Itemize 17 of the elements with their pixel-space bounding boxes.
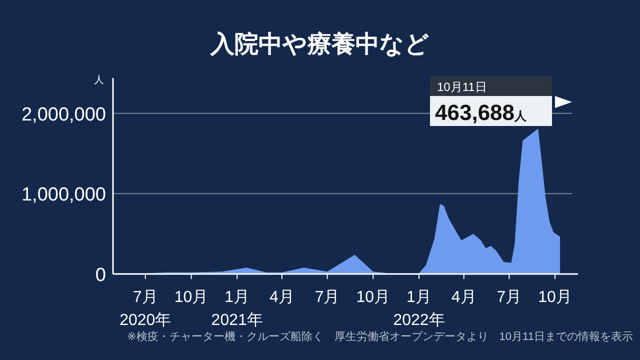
annotation: 10月11日 463,688人 bbox=[435, 80, 528, 125]
x-tick-label: 4月 bbox=[269, 289, 294, 306]
text: ※検疫・チャーター機・クルーズ船除く 厚生労働省オープンデータより 10月11日までの情報を表示 bbox=[127, 330, 633, 343]
x-tick-label: 1月 2022年 bbox=[393, 289, 445, 329]
y-axis-title: 人 bbox=[94, 75, 104, 86]
x-tick-label: 7月 2020年 bbox=[120, 289, 172, 329]
y-tick-label: 0 bbox=[95, 265, 106, 286]
x-tick-label: 7月 bbox=[314, 289, 340, 306]
y-tick-label: 1,000,000 bbox=[21, 184, 106, 206]
x-tick-label: 10月 bbox=[538, 289, 572, 306]
y-tick-label: 2,000,000 bbox=[21, 104, 106, 126]
x-tick-label: 4月 bbox=[451, 289, 476, 306]
x-tick-label: 1月 2021年 bbox=[211, 289, 263, 329]
x-tick-label: 7月 bbox=[496, 289, 522, 306]
chart-title: 入院中や療養中など bbox=[210, 31, 430, 58]
x-tick-label: 10月 bbox=[356, 289, 390, 306]
x-tick-label: 10月 bbox=[174, 289, 208, 306]
